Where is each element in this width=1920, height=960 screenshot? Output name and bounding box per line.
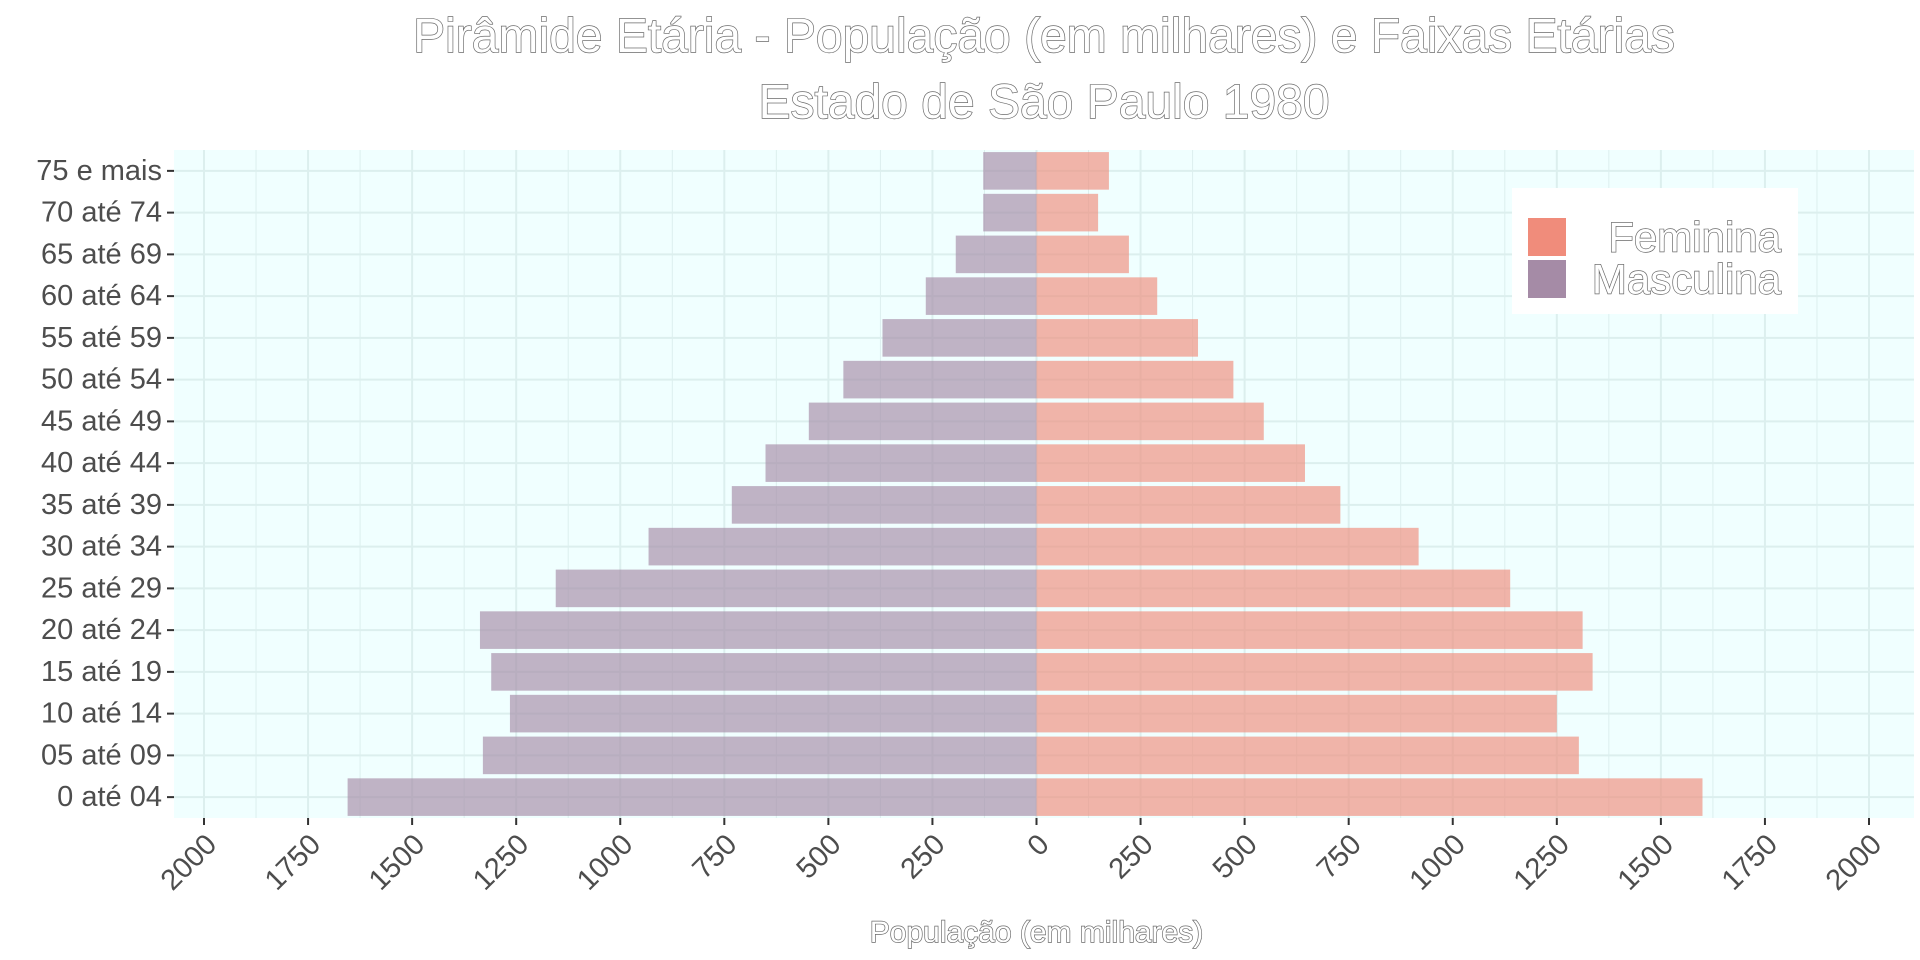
bar-masculina-9 xyxy=(808,402,1037,441)
y-tick-label: 10 até 14 xyxy=(41,698,162,730)
bar-feminina-1 xyxy=(1036,736,1579,775)
y-tick-label: 0 até 04 xyxy=(57,781,162,813)
legend-key-feminina xyxy=(1528,218,1566,256)
y-tick-label: 20 até 24 xyxy=(41,614,162,646)
bar-feminina-13 xyxy=(1036,235,1129,274)
x-axis-title: População (em milhares) xyxy=(870,916,1203,949)
x-tick-label: 1250 xyxy=(1508,828,1576,896)
bar-feminina-2 xyxy=(1036,694,1557,733)
bar-feminina-15 xyxy=(1036,152,1109,190)
x-tick-label: 1000 xyxy=(571,828,639,896)
bars xyxy=(347,152,1703,816)
y-tick-label: 05 até 09 xyxy=(41,739,162,771)
x-tick-label: 250 xyxy=(1103,828,1160,885)
bar-feminina-14 xyxy=(1036,193,1099,232)
y-axis: 0 até 04 05 até 09 10 até 14 15 até 19 20 at… xyxy=(36,155,174,813)
y-tick-label: 65 até 69 xyxy=(41,238,162,270)
bar-masculina-7 xyxy=(731,486,1037,524)
y-tick-label: 30 até 34 xyxy=(41,531,162,563)
bar-feminina-3 xyxy=(1036,653,1593,691)
bar-masculina-11 xyxy=(882,319,1037,357)
y-tick-label: 50 até 54 xyxy=(41,364,162,396)
bar-masculina-3 xyxy=(491,653,1037,691)
x-tick-label: 750 xyxy=(687,828,744,885)
bar-masculina-15 xyxy=(983,152,1037,190)
bar-masculina-4 xyxy=(479,611,1037,649)
y-tick-label: 40 até 44 xyxy=(41,447,162,479)
chart-title: Pirâmide Etária - População (em milhares… xyxy=(413,10,1675,63)
x-tick-label: 1500 xyxy=(363,828,431,896)
bar-feminina-6 xyxy=(1036,527,1419,566)
bar-feminina-5 xyxy=(1036,569,1511,608)
bar-masculina-0 xyxy=(347,778,1037,816)
y-tick-label: 35 até 39 xyxy=(41,489,162,521)
x-tick-label: 1500 xyxy=(1612,828,1680,896)
y-tick-label: 70 até 74 xyxy=(41,197,162,229)
x-tick-label: 500 xyxy=(791,828,848,885)
x-tick-label: 1750 xyxy=(1716,828,1784,896)
x-tick-label: 2000 xyxy=(155,828,223,896)
bar-feminina-12 xyxy=(1036,277,1158,315)
bar-masculina-13 xyxy=(955,235,1037,274)
bar-masculina-10 xyxy=(843,360,1037,399)
x-tick-label: 750 xyxy=(1311,828,1368,885)
x-tick-label: 1000 xyxy=(1404,828,1472,896)
bar-masculina-1 xyxy=(482,736,1037,775)
y-tick-label: 45 até 49 xyxy=(41,405,162,437)
bar-feminina-9 xyxy=(1036,402,1264,441)
y-tick-label: 60 até 64 xyxy=(41,280,162,312)
bar-feminina-7 xyxy=(1036,486,1341,524)
bar-masculina-5 xyxy=(555,569,1037,608)
x-tick-label: 500 xyxy=(1207,828,1264,885)
bar-masculina-6 xyxy=(648,527,1037,566)
y-tick-label: 55 até 59 xyxy=(41,322,162,354)
chart-subtitle: Estado de São Paulo 1980 xyxy=(758,76,1329,129)
bar-masculina-14 xyxy=(983,193,1037,232)
bar-feminina-0 xyxy=(1036,778,1703,816)
bar-feminina-8 xyxy=(1036,444,1305,482)
bar-feminina-10 xyxy=(1036,360,1234,399)
bar-masculina-12 xyxy=(925,277,1037,315)
y-tick-label: 75 e mais xyxy=(36,155,162,187)
bar-masculina-8 xyxy=(765,444,1037,482)
x-tick-label: 250 xyxy=(895,828,952,885)
x-tick-label: 1750 xyxy=(259,828,327,896)
x-tick-label: 1250 xyxy=(467,828,535,896)
legend-label-feminina: Feminina xyxy=(1608,214,1781,261)
y-tick-label: 25 até 29 xyxy=(41,572,162,604)
bar-feminina-11 xyxy=(1036,319,1199,357)
bar-feminina-4 xyxy=(1036,611,1583,649)
x-tick-label: 2000 xyxy=(1820,828,1888,896)
legend-label-masculina: Masculina xyxy=(1592,256,1782,303)
y-tick-label: 15 até 19 xyxy=(41,656,162,688)
legend-key-masculina xyxy=(1528,260,1566,298)
x-tick-label: 0 xyxy=(1022,828,1056,862)
bar-masculina-2 xyxy=(509,694,1037,733)
legend: Feminina Masculina xyxy=(1512,188,1798,314)
x-axis: 2000 1750 1500 1250 1000 750 500 250 0 250 500 750 1… xyxy=(155,818,1888,897)
